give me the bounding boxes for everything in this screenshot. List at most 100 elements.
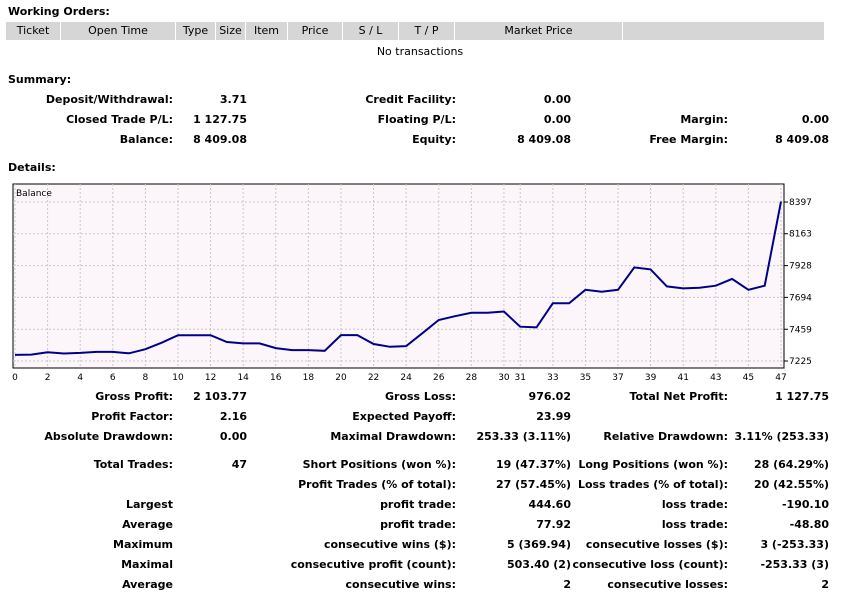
chart-x-tick-label: 12 bbox=[205, 373, 216, 380]
orders-column-header: Item bbox=[246, 22, 288, 40]
maximal-drawdown-label: Maximal Drawdown: bbox=[330, 430, 456, 443]
chart-x-tick-label: 20 bbox=[335, 373, 347, 380]
floating-pl-label: Floating P/L: bbox=[377, 113, 456, 126]
chart-x-tick-label: 28 bbox=[466, 373, 478, 380]
short-positions-value: 19 (47.37%) bbox=[495, 458, 571, 471]
closed-pl-value: 1 127.75 bbox=[193, 113, 247, 126]
total-trades-value: 47 bbox=[231, 458, 247, 471]
chart-y-tick-label: 7694 bbox=[789, 293, 812, 303]
chart-x-tick-label: 18 bbox=[303, 373, 315, 380]
total-net-profit-value: 1 127.75 bbox=[775, 390, 829, 403]
free-margin-label: Free Margin: bbox=[649, 133, 728, 146]
gross-loss-value: 976.02 bbox=[528, 390, 571, 403]
average-label: Average bbox=[122, 518, 173, 531]
max-cons-losses-label: consecutive losses ($): bbox=[585, 538, 728, 551]
profit-trades-label: Profit Trades (% of total): bbox=[298, 478, 456, 491]
largest-profit-value: 444.60 bbox=[528, 498, 571, 511]
average-loss-label: loss trade: bbox=[661, 518, 728, 531]
relative-drawdown-label: Relative Drawdown: bbox=[603, 430, 728, 443]
largest-label: Largest bbox=[126, 498, 173, 511]
equity-value: 8 409.08 bbox=[517, 133, 571, 146]
orders-column-header bbox=[623, 22, 825, 40]
chart-plot-area bbox=[12, 183, 785, 369]
relative-drawdown-value: 3.11% (253.33) bbox=[734, 430, 830, 443]
chart-x-tick-label: 0 bbox=[12, 373, 18, 380]
maximal-drawdown-value: 253.33 (3.11%) bbox=[476, 430, 572, 443]
floating-pl-value: 0.00 bbox=[543, 113, 571, 126]
deposit-label: Deposit/Withdrawal: bbox=[45, 93, 173, 106]
average-profit-value: 77.92 bbox=[536, 518, 571, 531]
maximal-cons-profit-label: consecutive profit (count): bbox=[290, 558, 456, 571]
credit-value: 0.00 bbox=[543, 93, 571, 106]
orders-column-header: Market Price bbox=[455, 22, 623, 40]
long-positions-value: 28 (64.29%) bbox=[753, 458, 829, 471]
margin-label: Margin: bbox=[680, 113, 728, 126]
maximal-label: Maximal bbox=[121, 558, 173, 571]
largest-loss-value: -190.10 bbox=[781, 498, 829, 511]
long-positions-label: Long Positions (won %): bbox=[578, 458, 728, 471]
chart-x-tick-label: 16 bbox=[270, 373, 282, 380]
max-cons-losses-value: 3 (-253.33) bbox=[760, 538, 829, 551]
details-title: Details: bbox=[8, 161, 56, 174]
chart-y-tick-label: 8163 bbox=[789, 230, 812, 240]
total-trades-label: Total Trades: bbox=[93, 458, 173, 471]
average2-label: Average bbox=[122, 578, 173, 591]
gross-profit-value: 2 103.77 bbox=[193, 390, 247, 403]
working-orders-title: Working Orders: bbox=[8, 5, 110, 18]
chart-x-tick-label: 4 bbox=[77, 373, 83, 380]
chart-x-tick-label: 45 bbox=[743, 373, 754, 380]
maximal-cons-profit-value: 503.40 (2) bbox=[507, 558, 571, 571]
maximum-label: Maximum bbox=[113, 538, 173, 551]
chart-x-tick-label: 31 bbox=[515, 373, 526, 380]
maximal-cons-loss-label: consecutive loss (count): bbox=[572, 558, 728, 571]
chart-x-tick-label: 43 bbox=[710, 373, 721, 380]
largest-loss-label: loss trade: bbox=[661, 498, 728, 511]
chart-x-tick-label: 35 bbox=[580, 373, 591, 380]
expected-payoff-value: 23.99 bbox=[536, 410, 571, 423]
gross-profit-label-text: Gross Profit: bbox=[95, 390, 173, 403]
orders-column-header: Price bbox=[288, 22, 343, 40]
chart-x-tick-label: 26 bbox=[433, 373, 445, 380]
credit-label: Credit Facility: bbox=[365, 93, 456, 106]
orders-column-header: Ticket bbox=[6, 22, 61, 40]
chart-y-tick-label: 8397 bbox=[789, 198, 812, 208]
chart-x-tick-label: 22 bbox=[368, 373, 379, 380]
chart-x-tick-label: 39 bbox=[645, 373, 657, 380]
balance-line bbox=[14, 201, 782, 356]
orders-column-header: T / P bbox=[399, 22, 455, 40]
chart-x-tick-label: 2 bbox=[45, 373, 51, 380]
closed-pl-label: Closed Trade P/L: bbox=[66, 113, 173, 126]
chart-x-tick-label: 8 bbox=[143, 373, 149, 380]
margin-value: 0.00 bbox=[801, 113, 829, 126]
chart-y-tick-label: 7225 bbox=[789, 357, 812, 367]
largest-profit-label: profit trade: bbox=[380, 498, 456, 511]
max-cons-wins-label: consecutive wins ($): bbox=[323, 538, 456, 551]
chart-title: Balance bbox=[16, 189, 52, 199]
avg-cons-losses-value: 2 bbox=[821, 578, 829, 591]
profit-trades-value: 27 (57.45%) bbox=[495, 478, 571, 491]
summary-title: Summary: bbox=[8, 73, 72, 86]
orders-column-header: S / L bbox=[343, 22, 399, 40]
profit-factor-label: Profit Factor: bbox=[91, 410, 173, 423]
absolute-drawdown-value: 0.00 bbox=[219, 430, 247, 443]
chart-x-tick-label: 14 bbox=[237, 373, 249, 380]
deposit-value: 3.71 bbox=[219, 93, 247, 106]
chart-y-tick-label: 7459 bbox=[789, 325, 812, 335]
chart-x-tick-label: 24 bbox=[400, 373, 412, 380]
chart-x-tick-label: 10 bbox=[172, 373, 184, 380]
balance-value: 8 409.08 bbox=[193, 133, 247, 146]
chart-x-tick-label: 30 bbox=[498, 373, 510, 380]
orders-column-header: Open Time bbox=[61, 22, 176, 40]
chart-x-tick-label: 33 bbox=[547, 373, 558, 380]
average-profit-label: profit trade: bbox=[380, 518, 456, 531]
short-positions-label: Short Positions (won %): bbox=[302, 458, 456, 471]
loss-trades-value: 20 (42.55%) bbox=[753, 478, 829, 491]
equity-label: Equity: bbox=[412, 133, 456, 146]
chart-x-tick-label: 6 bbox=[110, 373, 116, 380]
gross-loss-label: Gross Loss: bbox=[385, 390, 456, 403]
chart-x-tick-label: 37 bbox=[612, 373, 623, 380]
chart-y-tick-label: 7928 bbox=[789, 262, 812, 272]
orders-column-header: Size bbox=[216, 22, 246, 40]
total-net-profit-label: Total Net Profit: bbox=[629, 390, 729, 403]
